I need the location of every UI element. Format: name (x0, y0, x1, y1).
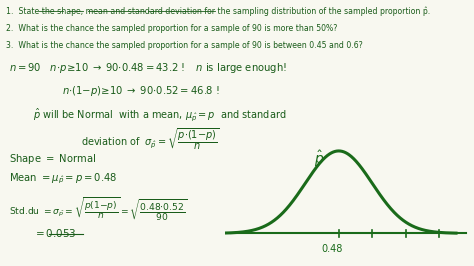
Text: 2.  What is the chance the sampled proportion for a sample of 90 is more than 50: 2. What is the chance the sampled propor… (6, 24, 337, 33)
Text: 3.  What is the chance the sampled proportion for a sample of 90 is between 0.45: 3. What is the chance the sampled propor… (6, 41, 363, 50)
Text: deviation of $\;\sigma_{\hat{p}} = \sqrt{\dfrac{p{\cdot}(1{-}p)}{n}}$: deviation of $\;\sigma_{\hat{p}} = \sqrt… (81, 126, 219, 152)
Text: Std.du $= \sigma_{\hat{p}} = \sqrt{\dfrac{p(1{-}p)}{n}} = \sqrt{\dfrac{0.48{\cdo: Std.du $= \sigma_{\hat{p}} = \sqrt{\dfra… (9, 196, 188, 223)
Text: 1.  State the shape, mean and standard deviation for the sampling distribution o: 1. State the shape, mean and standard de… (6, 7, 430, 16)
Text: $n{=}90$   $n{\cdot}p\!\geq\!10 \;\rightarrow\; 90{\cdot}0.48 = 43.2\;!$   $n$ i: $n{=}90$ $n{\cdot}p\!\geq\!10 \;\rightar… (9, 61, 288, 75)
Text: Shape $=$ Normal: Shape $=$ Normal (9, 152, 97, 166)
Text: $\hat{p}$: $\hat{p}$ (313, 149, 324, 169)
Text: Mean $= \mu_{\hat{p}} = p = 0.48$: Mean $= \mu_{\hat{p}} = p = 0.48$ (9, 172, 118, 186)
Text: $n{\cdot}(1{-}p)\!\geq\!10 \;\rightarrow\; 90{\cdot}0.52 = 46.8\;!$: $n{\cdot}(1{-}p)\!\geq\!10 \;\rightarrow… (62, 84, 219, 98)
Text: $\hat{p}$ will be Normal  with a mean, $\mu_{\hat{p}} = p$  and standard: $\hat{p}$ will be Normal with a mean, $\… (33, 106, 286, 123)
Text: 0.48: 0.48 (321, 244, 343, 254)
Text: $= 0.053$: $= 0.053$ (33, 227, 77, 239)
